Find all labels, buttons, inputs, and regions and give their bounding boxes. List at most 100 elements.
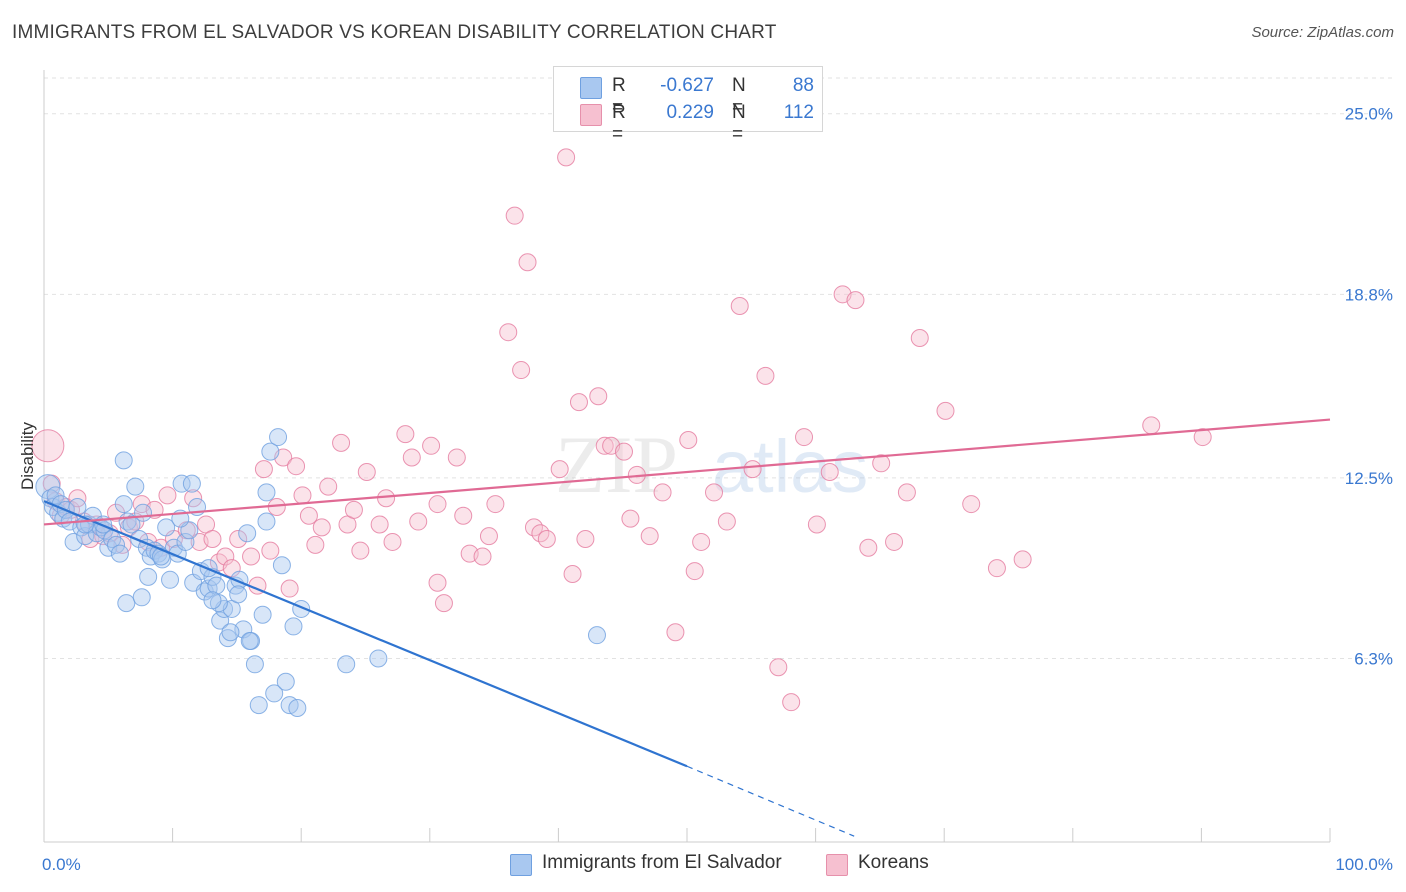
- stats-legend: R = -0.627 N = 88 R = 0.229 N = 112: [553, 66, 823, 145]
- data-point: [299, 506, 318, 525]
- data-point: [207, 576, 226, 595]
- data-point: [486, 495, 505, 514]
- data-point: [569, 393, 588, 412]
- data-point: [221, 623, 240, 642]
- data-point: [114, 451, 133, 470]
- data-point: [454, 506, 473, 525]
- data-point: [117, 594, 136, 613]
- n-label: N =: [732, 75, 746, 118]
- series-el-salvador-points: [35, 428, 606, 717]
- data-point: [705, 483, 724, 502]
- data-point: [332, 433, 351, 452]
- data-point: [203, 591, 222, 610]
- data-point: [344, 500, 363, 519]
- trend-line: [43, 418, 1331, 526]
- data-point: [312, 518, 331, 537]
- data-point: [242, 547, 261, 566]
- x-tick-label: 100.0%: [1335, 855, 1393, 874]
- data-point: [1193, 428, 1212, 447]
- n-label: N =: [732, 102, 746, 145]
- data-point: [653, 483, 672, 502]
- data-point: [505, 206, 524, 225]
- y-tick-label: 18.8%: [1345, 285, 1393, 304]
- data-point: [589, 387, 608, 406]
- x-tick-label: 0.0%: [42, 855, 81, 874]
- data-point: [846, 291, 865, 310]
- data-point: [337, 655, 356, 674]
- legend-swatch-pink: [826, 854, 848, 876]
- watermark: ZIP atlas: [555, 419, 868, 510]
- tick-labels: 6.3% 12.5% 18.8% 25.0% 0.0% 100.0%: [42, 105, 1393, 874]
- data-point: [807, 515, 826, 534]
- data-point: [685, 562, 704, 581]
- data-point: [172, 474, 191, 493]
- axes: [43, 70, 1331, 843]
- data-point: [409, 512, 428, 531]
- data-point: [245, 655, 264, 674]
- data-point: [614, 442, 633, 461]
- data-point: [370, 515, 389, 534]
- data-point: [249, 696, 268, 715]
- data-point: [769, 658, 788, 677]
- data-point: [377, 489, 396, 508]
- data-point: [396, 425, 415, 444]
- data-point: [717, 512, 736, 531]
- data-point: [383, 532, 402, 551]
- data-point: [666, 623, 685, 642]
- data-point: [261, 442, 280, 461]
- data-point: [134, 503, 153, 522]
- data-point: [447, 448, 466, 467]
- data-point: [122, 515, 141, 534]
- data-point: [184, 489, 203, 508]
- data-point: [587, 626, 606, 645]
- data-point: [265, 684, 284, 703]
- legend-label: Koreans: [858, 852, 929, 873]
- data-point: [253, 605, 272, 624]
- data-point: [692, 532, 711, 551]
- data-point: [139, 567, 158, 586]
- data-point: [114, 495, 133, 514]
- data-point: [537, 530, 556, 549]
- data-point: [261, 541, 280, 560]
- trend-lines: [43, 418, 1331, 837]
- data-point: [795, 428, 814, 447]
- data-point: [479, 527, 498, 546]
- data-point: [46, 486, 65, 505]
- trend-line-extension: [686, 765, 855, 837]
- data-point: [284, 617, 303, 636]
- data-point: [550, 460, 569, 479]
- data-point: [351, 541, 370, 560]
- r-value: -0.627: [660, 75, 714, 96]
- data-point: [132, 588, 151, 607]
- data-point: [158, 486, 177, 505]
- data-point: [203, 530, 222, 549]
- data-point: [402, 448, 421, 467]
- data-point: [428, 495, 447, 514]
- r-label: R =: [612, 75, 626, 118]
- data-point: [962, 495, 981, 514]
- data-point: [287, 457, 306, 476]
- data-point: [288, 698, 307, 717]
- data-point: [910, 329, 929, 348]
- source-label: Source: ZipAtlas.com: [1251, 24, 1394, 41]
- watermark-atlas: atlas: [712, 425, 868, 508]
- data-point: [110, 544, 129, 563]
- series-koreans-points: [31, 148, 1212, 712]
- data-point: [254, 460, 273, 479]
- data-point: [229, 585, 248, 604]
- data-point: [897, 483, 916, 502]
- data-point: [182, 474, 201, 493]
- chart-title: IMMIGRANTS FROM EL SALVADOR VS KOREAN DI…: [12, 22, 777, 43]
- data-point: [107, 535, 126, 554]
- data-point: [640, 527, 659, 546]
- data-point: [216, 547, 235, 566]
- data-point: [369, 649, 388, 668]
- legend-swatch-blue: [580, 77, 602, 99]
- data-point: [512, 361, 531, 380]
- y-tick-label: 12.5%: [1345, 469, 1393, 488]
- data-point: [730, 296, 749, 315]
- data-point: [1142, 416, 1161, 435]
- data-point: [257, 483, 276, 502]
- data-point: [621, 509, 640, 528]
